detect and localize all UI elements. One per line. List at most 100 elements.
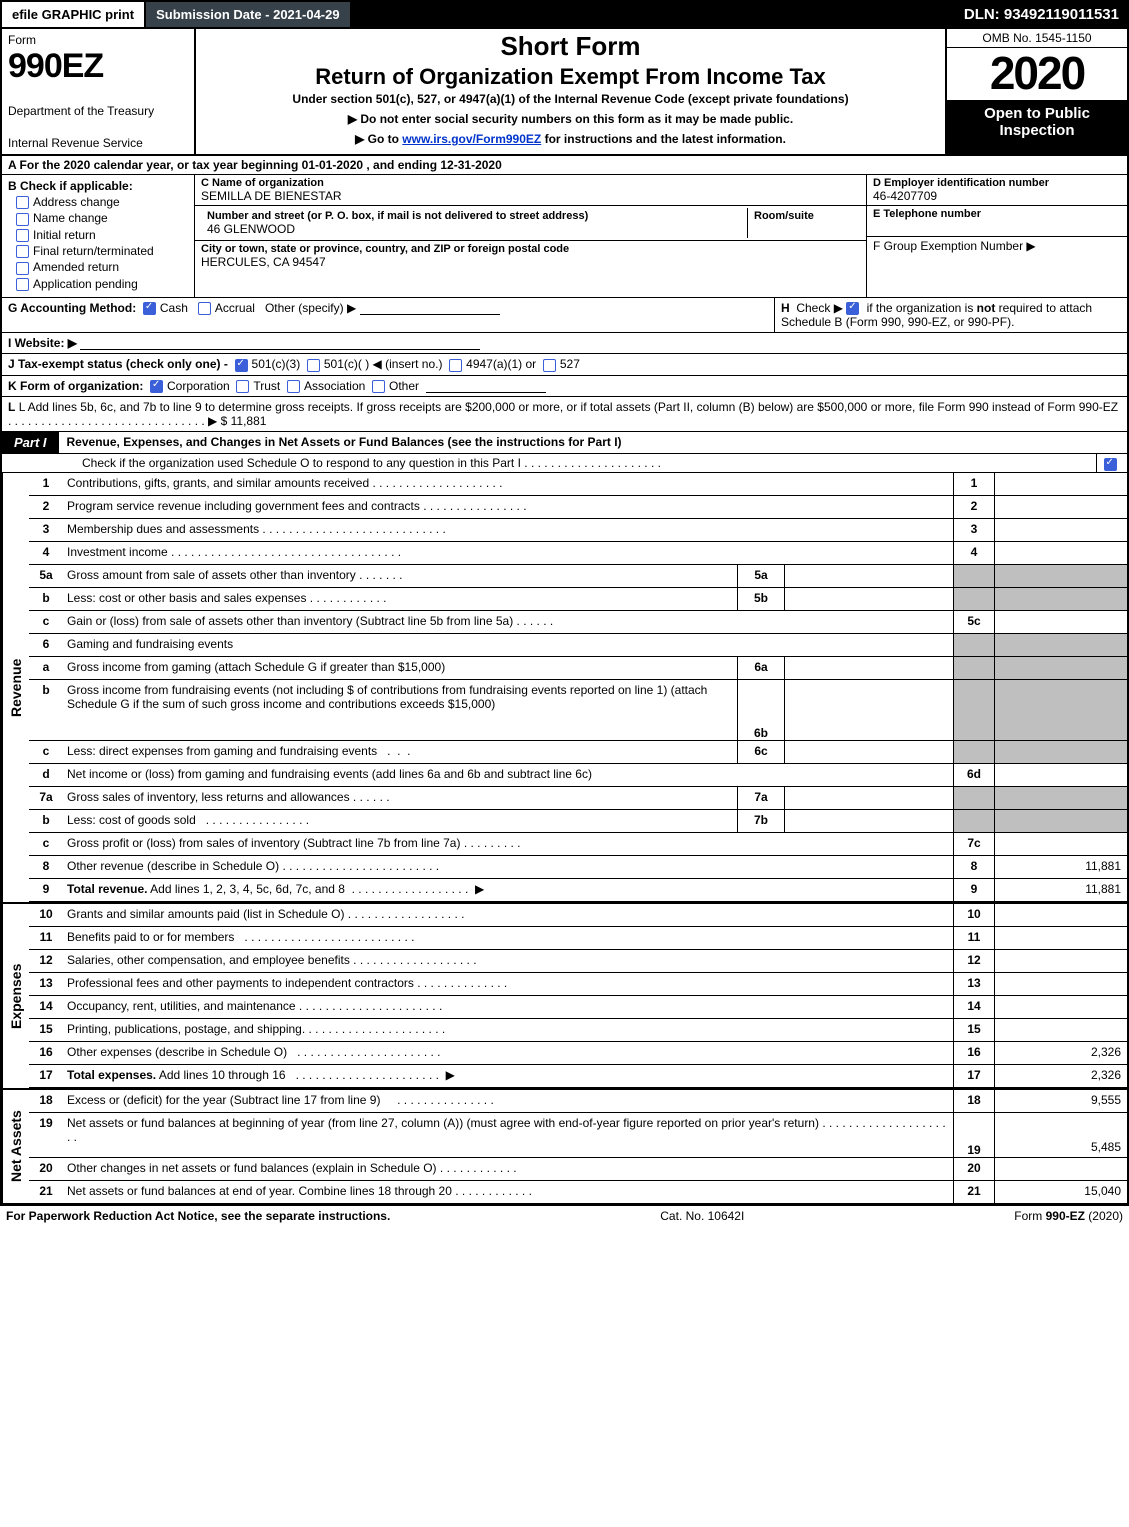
line-9: 9Total revenue. Add lines 1, 2, 3, 4, 5c… xyxy=(29,879,1127,902)
tax-year: 2020 xyxy=(947,48,1127,101)
line-17: 17Total expenses. Add lines 10 through 1… xyxy=(29,1065,1127,1088)
form-id-footer: Form 990-EZ (2020) xyxy=(1014,1209,1123,1223)
phone-box: E Telephone number xyxy=(867,206,1127,237)
public-inspection: Open to Public Inspection xyxy=(947,101,1127,154)
d-heading: D Employer identification number xyxy=(873,177,1121,189)
chk-application-pending[interactable]: Application pending xyxy=(16,277,188,291)
city-heading: City or town, state or province, country… xyxy=(201,243,860,255)
topbar-left: efile GRAPHIC print Submission Date - 20… xyxy=(2,2,352,27)
line-12: 12Salaries, other compensation, and empl… xyxy=(29,950,1127,973)
section-c: C Name of organization SEMILLA DE BIENES… xyxy=(195,175,866,297)
part-1-sub: Check if the organization used Schedule … xyxy=(0,454,1129,473)
line-20: 20Other changes in net assets or fund ba… xyxy=(29,1158,1127,1181)
dln-label: DLN: 93492119011531 xyxy=(956,2,1127,27)
row-i: I Website: ▶ xyxy=(0,333,1129,354)
line-18: 18Excess or (deficit) for the year (Subt… xyxy=(29,1090,1127,1113)
line-11: 11Benefits paid to or for members . . . … xyxy=(29,927,1127,950)
line-6c: cLess: direct expenses from gaming and f… xyxy=(29,741,1127,764)
line-7c: cGross profit or (loss) from sales of in… xyxy=(29,833,1127,856)
line-3: 3Membership dues and assessments . . . .… xyxy=(29,519,1127,542)
section-b: B Check if applicable: Address change Na… xyxy=(2,175,195,297)
part-1-badge: Part I xyxy=(2,432,59,453)
chk-4947[interactable] xyxy=(449,359,462,372)
chk-trust[interactable] xyxy=(236,380,249,393)
line-14: 14Occupancy, rent, utilities, and mainte… xyxy=(29,996,1127,1019)
chk-accrual[interactable] xyxy=(198,302,211,315)
line-5a: 5aGross amount from sale of assets other… xyxy=(29,565,1127,588)
chk-name-change[interactable]: Name change xyxy=(16,211,188,225)
line-1: 1Contributions, gifts, grants, and simil… xyxy=(29,473,1127,496)
part-1-subtext: Check if the organization used Schedule … xyxy=(2,454,1096,472)
h-schedule-b: H Check ▶ if the organization is not req… xyxy=(774,298,1127,332)
b-label: B Check if applicable: xyxy=(8,179,133,193)
chk-schedule-b[interactable] xyxy=(846,302,859,315)
line-15: 15Printing, publications, postage, and s… xyxy=(29,1019,1127,1042)
line-6d: dNet income or (loss) from gaming and fu… xyxy=(29,764,1127,787)
chk-association[interactable] xyxy=(287,380,300,393)
header-right: OMB No. 1545-1150 2020 Open to Public In… xyxy=(945,29,1127,154)
revenue-label: Revenue xyxy=(2,473,29,902)
org-name: SEMILLA DE BIENESTAR xyxy=(201,189,860,203)
return-title: Return of Organization Exempt From Incom… xyxy=(200,64,941,90)
line-16: 16Other expenses (describe in Schedule O… xyxy=(29,1042,1127,1065)
chk-schedule-o[interactable] xyxy=(1096,454,1127,472)
expenses-label: Expenses xyxy=(2,904,29,1088)
netassets-label: Net Assets xyxy=(2,1090,29,1203)
chk-amended-return[interactable]: Amended return xyxy=(16,260,188,274)
part-1-title: Revenue, Expenses, and Changes in Net As… xyxy=(59,432,1127,453)
paperwork-notice: For Paperwork Reduction Act Notice, see … xyxy=(6,1209,390,1223)
line-4: 4Investment income . . . . . . . . . . .… xyxy=(29,542,1127,565)
header-left: Form 990EZ Department of the Treasury In… xyxy=(2,29,196,154)
line-13: 13Professional fees and other payments t… xyxy=(29,973,1127,996)
goto-pre: ▶ Go to xyxy=(355,132,402,146)
line-10: 10Grants and similar amounts paid (list … xyxy=(29,904,1127,927)
revenue-section: Revenue 1Contributions, gifts, grants, a… xyxy=(0,473,1129,902)
room-heading: Room/suite xyxy=(754,210,854,222)
chk-cash[interactable] xyxy=(143,302,156,315)
chk-501c[interactable] xyxy=(307,359,320,372)
chk-address-change[interactable]: Address change xyxy=(16,195,188,209)
submission-date-button[interactable]: Submission Date - 2021-04-29 xyxy=(146,2,352,27)
page-footer: For Paperwork Reduction Act Notice, see … xyxy=(0,1205,1129,1226)
line-2: 2Program service revenue including gover… xyxy=(29,496,1127,519)
line-8: 8Other revenue (describe in Schedule O) … xyxy=(29,856,1127,879)
g-accounting: G Accounting Method: Cash Accrual Other … xyxy=(2,298,774,332)
city-state-zip: HERCULES, CA 94547 xyxy=(201,255,860,269)
row-l: L L Add lines 5b, 6c, and 7b to line 9 t… xyxy=(0,397,1129,432)
line-6b: bGross income from fundraising events (n… xyxy=(29,680,1127,741)
chk-final-return[interactable]: Final return/terminated xyxy=(16,244,188,258)
instructions-line: ▶ Go to www.irs.gov/Form990EZ for instru… xyxy=(200,132,941,146)
row-k: K Form of organization: Corporation Trus… xyxy=(0,376,1129,397)
dept-irs: Internal Revenue Service xyxy=(8,136,188,150)
street-address: 46 GLENWOOD xyxy=(207,222,741,236)
header-mid: Short Form Return of Organization Exempt… xyxy=(196,29,945,154)
chk-527[interactable] xyxy=(543,359,556,372)
group-exemption-box: F Group Exemption Number ▶ xyxy=(867,237,1127,255)
address-row: Number and street (or P. O. box, if mail… xyxy=(195,206,866,241)
short-form-title: Short Form xyxy=(200,31,941,62)
part-1-header: Part I Revenue, Expenses, and Changes in… xyxy=(0,432,1129,454)
chk-501c3[interactable] xyxy=(235,359,248,372)
form-number: 990EZ xyxy=(8,47,188,86)
chk-other-org[interactable] xyxy=(372,380,385,393)
cat-number: Cat. No. 10642I xyxy=(660,1209,744,1223)
city-box: City or town, state or province, country… xyxy=(195,241,866,271)
netassets-section: Net Assets 18Excess or (deficit) for the… xyxy=(0,1088,1129,1205)
addr-heading: Number and street (or P. O. box, if mail… xyxy=(207,210,741,222)
e-heading: E Telephone number xyxy=(873,208,1121,220)
form-header: Form 990EZ Department of the Treasury In… xyxy=(0,29,1129,156)
topbar: efile GRAPHIC print Submission Date - 20… xyxy=(0,0,1129,29)
chk-corporation[interactable] xyxy=(150,380,163,393)
irs-link[interactable]: www.irs.gov/Form990EZ xyxy=(402,132,541,146)
efile-print-button[interactable]: efile GRAPHIC print xyxy=(2,2,146,27)
org-name-box: C Name of organization SEMILLA DE BIENES… xyxy=(195,175,866,206)
ssn-warning: ▶ Do not enter social security numbers o… xyxy=(200,112,941,126)
chk-initial-return[interactable]: Initial return xyxy=(16,228,188,242)
line-7b: bLess: cost of goods sold . . . . . . . … xyxy=(29,810,1127,833)
section-def: D Employer identification number 46-4207… xyxy=(866,175,1127,297)
omb-number: OMB No. 1545-1150 xyxy=(947,29,1127,48)
entity-block: B Check if applicable: Address change Na… xyxy=(0,175,1129,298)
ein-value: 46-4207709 xyxy=(873,189,1121,203)
expenses-section: Expenses 10Grants and similar amounts pa… xyxy=(0,902,1129,1088)
section-subtitle: Under section 501(c), 527, or 4947(a)(1)… xyxy=(200,92,941,106)
